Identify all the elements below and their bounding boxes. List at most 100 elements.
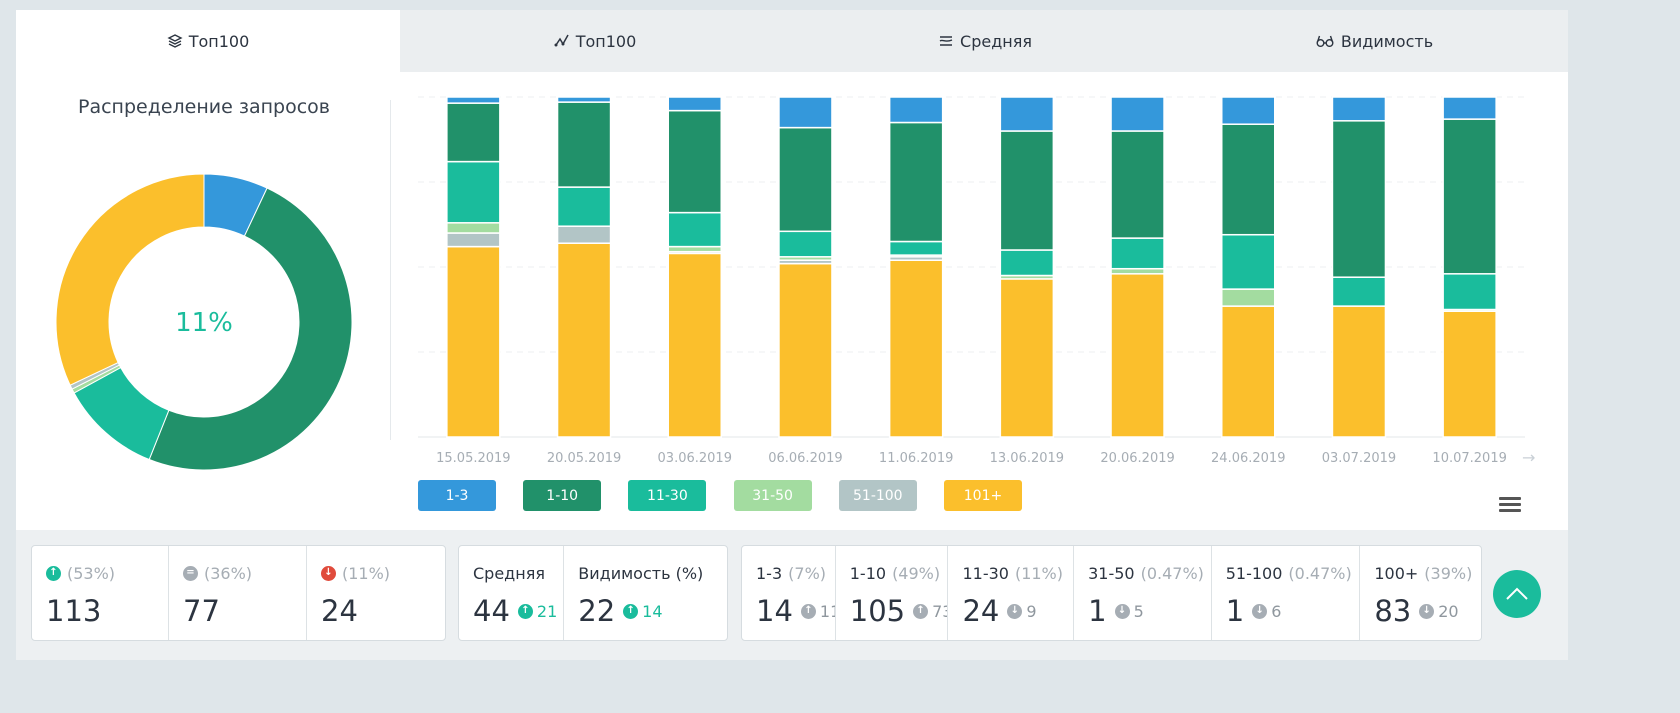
donut-slice-1-10[interactable] xyxy=(148,187,353,471)
average-icon xyxy=(939,36,953,46)
bar-segment-1-10[interactable] xyxy=(888,121,944,243)
bar-segment-1-10[interactable] xyxy=(1110,130,1165,239)
bar-segment-101+[interactable] xyxy=(667,252,722,438)
bar-segment-1-10[interactable] xyxy=(778,126,833,233)
bar-segment-1-3[interactable] xyxy=(446,96,501,104)
bar-segment-11-30[interactable] xyxy=(667,211,722,248)
bar-segment-11-30[interactable] xyxy=(999,249,1055,277)
chart-menu-icon[interactable] xyxy=(1499,497,1521,513)
dynamics-percent: (11%) xyxy=(342,563,391,583)
bar-segment-101+[interactable] xyxy=(1331,305,1387,438)
x-tick-label: 20.06.2019 xyxy=(1100,451,1174,466)
bar-segment-1-3[interactable] xyxy=(556,96,612,103)
bar-segment-101+[interactable] xyxy=(888,259,944,438)
bar-segment-1-10[interactable] xyxy=(446,102,501,163)
range-label: 11-30 xyxy=(962,563,1009,583)
arrow-up-circle-icon: ↑ xyxy=(800,603,816,619)
x-tick-label: 15.05.2019 xyxy=(436,451,510,466)
legend-item-11-30[interactable]: 11-30 xyxy=(628,480,707,511)
bar-segment-11-30[interactable] xyxy=(778,230,833,258)
scroll-right-arrow-icon[interactable]: → xyxy=(1522,448,1536,467)
bar-segment-51-100[interactable] xyxy=(556,225,612,244)
bar-segment-11-30[interactable] xyxy=(888,240,944,256)
bar-segment-101+[interactable] xyxy=(446,245,501,438)
bar-segment-31-50[interactable] xyxy=(667,245,722,253)
metric-cell: Средняя 44 ↑ 21 xyxy=(459,546,565,640)
bar-segment-1-3[interactable] xyxy=(1221,96,1276,125)
bar-segment-101+[interactable] xyxy=(1110,273,1165,438)
bar-segment-31-50[interactable] xyxy=(446,222,501,234)
range-delta: 20 xyxy=(1438,601,1459,621)
tab-top100-trend[interactable]: Топ100 xyxy=(400,10,790,72)
bar-segment-1-10[interactable] xyxy=(1442,118,1497,275)
legend-item-1-3[interactable]: 1-3 xyxy=(418,480,496,511)
bar-segment-11-30[interactable] xyxy=(1110,237,1165,270)
tab-visibility[interactable]: Видимость xyxy=(1180,10,1568,72)
tab-label: Видимость xyxy=(1340,31,1434,51)
tab-bar: Топ100 Топ100 Средняя Видимость xyxy=(16,10,1568,72)
metrics-box: Средняя 44 ↑ 21 Видимость (%) 22 ↑ 14 xyxy=(458,545,728,641)
range-cell: 11-30 (11%) 24 ↓ 9 xyxy=(948,546,1075,640)
bar-segment-101+[interactable] xyxy=(778,262,833,438)
legend-item-101+[interactable]: 101+ xyxy=(944,480,1022,511)
bar-segment-101+[interactable] xyxy=(1221,305,1276,438)
bar-segment-11-30[interactable] xyxy=(556,186,612,227)
range-cell: 100+ (39%) 83 ↓ 20 xyxy=(1360,546,1481,640)
arrow-up-circle-icon: ↑ xyxy=(517,603,533,619)
stats-panel: ↑ (53%) 113 = (36%) 77 ↓ (11%) 24 Средняя 44 ↑ 21 Ви… xyxy=(16,530,1568,660)
range-percent: (39%) xyxy=(1424,563,1473,583)
bar-segment-1-10[interactable] xyxy=(1331,120,1387,278)
range-label: 1-3 xyxy=(756,563,783,583)
bar-segment-1-10[interactable] xyxy=(999,130,1055,251)
bar-segment-31-50[interactable] xyxy=(1110,267,1165,275)
bar-segment-1-3[interactable] xyxy=(1110,96,1165,132)
x-tick-label: 06.06.2019 xyxy=(768,451,842,466)
range-percent: (11%) xyxy=(1014,563,1063,583)
arrow-up-circle-icon: ↑ xyxy=(623,603,639,619)
bar-segment-11-30[interactable] xyxy=(1442,273,1497,311)
range-label: 100+ xyxy=(1374,563,1419,583)
x-tick-label: 11.06.2019 xyxy=(879,451,953,466)
bar-segment-1-10[interactable] xyxy=(1221,123,1276,236)
legend-item-31-50[interactable]: 31-50 xyxy=(733,480,812,511)
bar-segment-1-3[interactable] xyxy=(888,96,944,124)
equal-circle-icon: = xyxy=(183,565,198,581)
range-cell: 51-100 (0.47%) 1 ↓ 6 xyxy=(1212,546,1361,640)
donut-slice-101+[interactable] xyxy=(55,173,205,386)
ranges-box: 1-3(7%)14↑111-10(49%)105↑7311-30(11%)24↓… xyxy=(741,545,1482,641)
legend-item-1-10[interactable]: 1-10 xyxy=(523,480,602,511)
range-cell: 1-10(49%) 105 ↑73 xyxy=(836,546,949,640)
scroll-to-top-button[interactable] xyxy=(1493,570,1541,618)
bar-segment-11-30[interactable] xyxy=(446,160,501,224)
tab-average[interactable]: Средняя xyxy=(790,10,1180,72)
bar-segment-51-100[interactable] xyxy=(446,232,501,248)
bar-segment-101+[interactable] xyxy=(556,242,612,438)
x-tick-label: 20.05.2019 xyxy=(547,451,621,466)
bar-segment-1-3[interactable] xyxy=(667,96,722,112)
bar-segment-11-30[interactable] xyxy=(1331,276,1387,307)
metric-value: 44 xyxy=(473,594,510,628)
bar-segment-1-10[interactable] xyxy=(556,101,612,188)
arrow-down-circle-icon: ↓ xyxy=(1419,603,1435,619)
metric-delta: 21 xyxy=(536,601,558,621)
bar-segment-1-3[interactable] xyxy=(999,96,1055,132)
bar-segment-101+[interactable] xyxy=(1442,310,1497,438)
legend-item-51-100[interactable]: 51-100 xyxy=(838,480,917,511)
bar-segment-101+[interactable] xyxy=(999,278,1055,438)
rankings-widget: Топ100 Топ100 Средняя Видимость Распреде… xyxy=(16,10,1568,530)
bar-segment-1-3[interactable] xyxy=(1331,96,1387,122)
tab-top100-distribution[interactable]: Топ100 xyxy=(16,10,400,72)
metric-label: Средняя xyxy=(473,563,545,583)
bar-segment-31-50[interactable] xyxy=(1221,288,1276,307)
bar-segment-1-3[interactable] xyxy=(778,96,833,129)
bar-segment-1-3[interactable] xyxy=(1442,96,1497,120)
chevron-up-icon xyxy=(1506,587,1528,600)
x-tick-label: 03.06.2019 xyxy=(658,451,732,466)
bar-segment-11-30[interactable] xyxy=(1221,233,1276,290)
x-tick-label: 10.07.2019 xyxy=(1432,451,1506,466)
dynamics-count: 113 xyxy=(46,594,102,628)
range-percent: (0.47%) xyxy=(1140,563,1204,583)
range-count: 1 xyxy=(1088,594,1107,628)
x-tick-label: 03.07.2019 xyxy=(1322,451,1396,466)
bar-segment-1-10[interactable] xyxy=(667,109,722,214)
